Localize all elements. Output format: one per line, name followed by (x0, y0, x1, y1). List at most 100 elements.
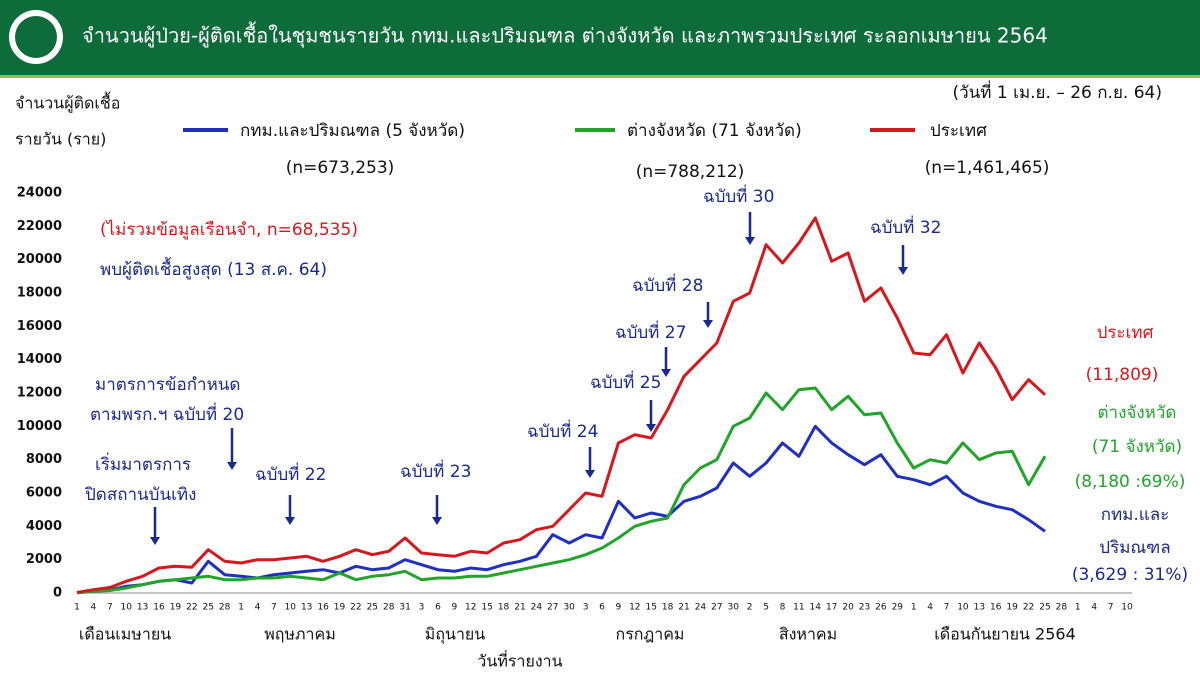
month-label: กรกฎาคม (616, 625, 685, 644)
y-tick-label: 4000 (26, 519, 62, 534)
x-tick-label: 12 (629, 603, 640, 613)
end-label: (3,629 : 31%) (1072, 565, 1188, 585)
series-line (76, 216, 1047, 594)
x-tick-label: 12 (465, 603, 476, 613)
month-label: พฤษภาคม (264, 625, 336, 644)
annotation: ฉบับที่ 27 (615, 320, 686, 343)
legend-label: กทม.และปริมณฑล (5 จังหวัด) (240, 121, 465, 141)
x-tick-label: 2 (747, 603, 753, 613)
x-tick-label: 16 (317, 603, 329, 613)
annotation-arrowhead (150, 537, 160, 545)
series-line (76, 386, 1047, 595)
y-tick-label: 2000 (26, 552, 62, 567)
end-label: ต่างจังหวัด (1098, 403, 1177, 423)
month-label: มิถุนายน (425, 625, 486, 645)
x-tick-label: 4 (1091, 603, 1097, 613)
legend-n: (n=673,253) (286, 158, 395, 178)
x-tick-label: 7 (107, 603, 113, 613)
y-tick-label: 16000 (17, 319, 62, 334)
x-tick-label: 1 (238, 603, 244, 613)
y-tick-label: 18000 (17, 286, 62, 301)
annotation-arrowhead (898, 267, 908, 275)
x-tick-label: 24 (695, 603, 707, 613)
x-tick-label: 27 (547, 603, 558, 613)
month-label: เดือนกันยายน 2564 (934, 625, 1076, 644)
end-label: (71 จังหวัด) (1092, 437, 1182, 457)
x-tick-label: 25 (367, 603, 378, 613)
x-tick-label: 10 (285, 603, 297, 613)
x-tick-label: 28 (383, 603, 395, 613)
x-tick-label: 10 (120, 603, 132, 613)
annotation: ฉบับที่ 30 (703, 184, 774, 207)
x-tick-label: 16 (153, 603, 165, 613)
annotation-arrowhead (585, 470, 595, 478)
annotation-arrowhead (432, 517, 442, 525)
x-tick-label: 29 (892, 603, 904, 613)
x-tick-label: 1 (911, 603, 917, 613)
x-tick-label: 19 (334, 603, 346, 613)
x-tick-label: 15 (481, 603, 492, 613)
x-tick-label: 17 (826, 603, 837, 613)
annotation: ฉบับที่ 32 (870, 215, 941, 238)
x-tick-label: 24 (531, 603, 543, 613)
chart-subtitle: (วันที่ 1 เม.ย. – 26 ก.ย. 64) (953, 80, 1163, 103)
x-tick-label: 18 (498, 603, 510, 613)
legend-label: ประเทศ (930, 121, 987, 141)
end-label: กทม.และ (1101, 505, 1170, 525)
x-tick-label: 16 (990, 603, 1002, 613)
x-tick-label: 3 (419, 603, 425, 613)
y-tick-label: 12000 (17, 386, 62, 401)
series-line (76, 424, 1046, 595)
x-tick-label: 30 (728, 603, 740, 613)
annotation: มาตรการข้อกำหนด (95, 375, 240, 395)
x-tick-label: 22 (350, 603, 361, 613)
x-tick-label: 22 (186, 603, 197, 613)
annotation: ฉบับที่ 23 (400, 459, 471, 482)
annotation: ฉบับที่ 28 (632, 273, 703, 296)
annotation-arrowhead (227, 462, 237, 470)
annotation-arrowhead (661, 369, 671, 377)
x-tick-label: 10 (1121, 603, 1133, 613)
x-tick-label: 22 (1023, 603, 1034, 613)
annotation-arrowhead (745, 237, 755, 245)
x-tick-label: 28 (1056, 603, 1068, 613)
x-tick-label: 11 (793, 603, 804, 613)
x-tick-label: 1 (1075, 603, 1081, 613)
x-tick-label: 14 (810, 603, 822, 613)
y-tick-label: 20000 (17, 252, 62, 267)
y-tick-label: 6000 (26, 486, 62, 501)
y-tick-label: 24000 (17, 186, 62, 201)
annotation: เริ่มมาตรการ (95, 452, 191, 475)
x-tick-label: 6 (599, 603, 605, 613)
y-tick-label: 8000 (26, 452, 62, 467)
logo-inner (15, 16, 57, 58)
x-axis-label: วันที่รายงาน (477, 650, 562, 671)
x-tick-label: 21 (514, 603, 525, 613)
end-label: (8,180 :69%) (1075, 472, 1186, 492)
y-tick-label: 0 (53, 586, 62, 601)
annotation-arrowhead (285, 517, 295, 525)
header-bar (0, 0, 1200, 75)
x-tick-label: 25 (1039, 603, 1050, 613)
end-label: ประเทศ (1097, 323, 1154, 343)
x-tick-label: 26 (875, 603, 887, 613)
annotation-arrowhead (703, 320, 713, 328)
x-tick-label: 31 (399, 603, 410, 613)
x-tick-label: 13 (974, 603, 985, 613)
y-axis-label: รายวัน (ราย) (15, 130, 106, 149)
x-tick-label: 7 (1108, 603, 1114, 613)
legend-label: ต่างจังหวัด (71 จังหวัด) (627, 121, 802, 141)
x-tick-label: 13 (137, 603, 148, 613)
annotation: ปิดสถานบันเทิง (84, 485, 196, 505)
x-tick-label: 1 (74, 603, 80, 613)
x-tick-label: 6 (435, 603, 441, 613)
month-label: สิงหาคม (779, 625, 837, 644)
annotation-arrowhead (646, 424, 656, 432)
y-tick-label: 22000 (17, 219, 62, 234)
x-tick-label: 5 (763, 603, 769, 613)
legend-n: (n=1,461,465) (925, 158, 1050, 178)
x-tick-label: 20 (842, 603, 854, 613)
annotation: (ไม่รวมข้อมูลเรือนจำ, n=68,535) (100, 219, 358, 240)
annotation: พบผู้ติดเชื้อสูงสุด (13 ส.ค. 64) (100, 257, 327, 280)
